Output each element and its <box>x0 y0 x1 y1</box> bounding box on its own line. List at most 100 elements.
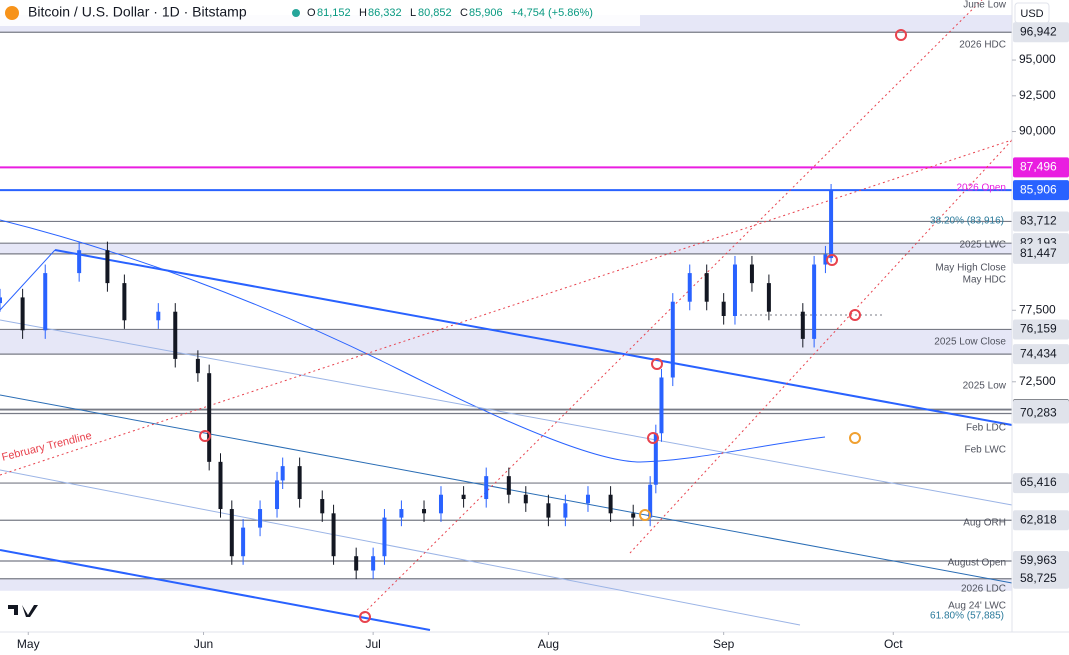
level-note: Aug 24' LWC <box>948 601 1006 612</box>
candle-body <box>608 494 613 514</box>
price-tag <box>1013 568 1069 589</box>
candle-body <box>648 484 653 518</box>
moving-average <box>0 219 826 463</box>
x-tick-label: Jun <box>194 637 213 651</box>
candle-body <box>829 190 834 259</box>
candle-body <box>0 297 2 304</box>
price-tag <box>1013 344 1069 365</box>
candle-body <box>546 503 551 518</box>
level-note: Aug ORH <box>963 518 1006 529</box>
level-note: 2026 HDC <box>959 40 1006 51</box>
x-tick-label: Oct <box>884 637 903 651</box>
candle-body <box>229 509 234 557</box>
candle-body <box>461 494 466 500</box>
candle-body <box>823 254 828 265</box>
price-tag-label: 87,496 <box>1020 160 1057 174</box>
candle-body <box>653 433 658 485</box>
candle-body <box>399 509 404 518</box>
price-tag-label: 96,942 <box>1020 24 1057 38</box>
candle-body <box>275 480 280 510</box>
change: +4,754 (+5.86%) <box>511 7 593 19</box>
price-tag <box>1013 403 1069 424</box>
price-tag <box>1013 22 1069 43</box>
channel <box>359 0 983 618</box>
trendline <box>0 469 801 626</box>
level-note: 2025 Low <box>963 381 1007 392</box>
header-bg <box>0 0 640 26</box>
candle-body <box>258 509 263 528</box>
marker <box>651 358 663 370</box>
marker <box>359 611 371 623</box>
candle-body <box>523 494 528 504</box>
price-tag <box>1013 551 1069 572</box>
price-tag-label: 58,725 <box>1020 571 1057 585</box>
candle-body <box>670 301 675 378</box>
trendline <box>0 394 1013 584</box>
level-note: May High Close <box>935 263 1006 274</box>
low: 80,852 <box>418 7 452 19</box>
price-tag <box>1013 319 1069 340</box>
candle-body <box>241 527 246 557</box>
close: 85,906 <box>469 7 503 19</box>
y-tick-label: 90,000 <box>1019 124 1056 138</box>
level-note: Feb LDC <box>966 423 1006 434</box>
y-tick-label: 77,500 <box>1019 302 1056 316</box>
markers <box>199 29 907 623</box>
price-tag-label: 65,416 <box>1020 475 1057 489</box>
price-tag-label: 76,159 <box>1020 322 1057 336</box>
candle-body <box>506 476 511 495</box>
price-tag-label: 85,906 <box>1020 182 1057 196</box>
candle-body <box>812 264 817 339</box>
header: Bitcoin / U.S. Dollar · 1D · Bitstamp O … <box>0 0 640 26</box>
price-tag-label: 62,818 <box>1020 512 1057 526</box>
level-note: 2025 LWC <box>959 240 1006 251</box>
logo <box>8 605 38 617</box>
header-label: C <box>460 7 468 19</box>
coin-icon <box>5 6 19 20</box>
candle-body <box>563 503 568 518</box>
candle-body <box>382 517 387 557</box>
marker <box>199 430 211 442</box>
price-tag <box>1013 211 1069 232</box>
level-note: August Open <box>948 558 1006 569</box>
price-tag-label: 70,283 <box>1020 406 1057 420</box>
price-tag <box>1013 180 1069 201</box>
marker <box>647 432 659 444</box>
candle-body <box>122 283 127 321</box>
candle-body <box>721 301 726 316</box>
candle-body <box>173 311 178 359</box>
candle-body <box>438 494 443 514</box>
trendline <box>0 549 431 631</box>
price-tag-label: 81,447 <box>1020 246 1057 260</box>
price-tag <box>1013 243 1069 264</box>
level-note: 38.20% (83,916) <box>930 216 1004 227</box>
candle-body <box>704 273 709 302</box>
price-tag <box>1013 157 1069 178</box>
level-note: 2026 LDC <box>961 584 1006 595</box>
candle-body <box>207 373 212 462</box>
x-tick-label: Sep <box>713 637 735 651</box>
channel <box>629 139 1013 554</box>
price-tag <box>1013 473 1069 494</box>
marker <box>895 29 907 41</box>
marker <box>849 309 861 321</box>
price-tag-label: 83,712 <box>1020 214 1057 228</box>
candle-body <box>766 283 771 312</box>
candle-body <box>732 264 737 316</box>
trendlines <box>0 0 1013 631</box>
candle-body <box>585 494 590 504</box>
candle-body <box>331 513 336 557</box>
candle-body <box>20 297 25 331</box>
candle-body <box>156 311 161 321</box>
level-note: Feb LWC <box>965 445 1007 456</box>
trendline <box>54 249 1013 426</box>
candle-body <box>280 466 285 481</box>
zone <box>0 243 1012 254</box>
price-tag <box>1013 510 1069 531</box>
marker <box>639 509 651 521</box>
candle-body <box>77 250 82 274</box>
y-tick-label: 92,500 <box>1019 88 1056 102</box>
header-label: O <box>307 7 316 19</box>
candle-body <box>105 250 110 284</box>
